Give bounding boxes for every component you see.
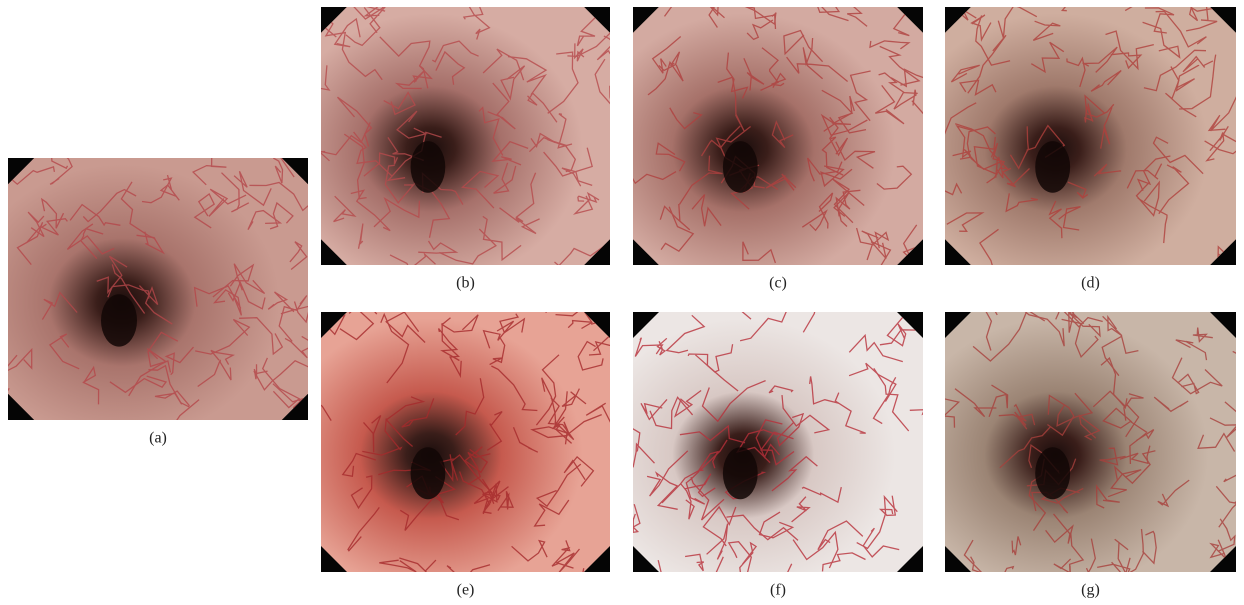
panel-label: (g) xyxy=(1081,582,1100,599)
mucosa xyxy=(945,312,1236,572)
mucosa xyxy=(945,7,1236,265)
lumen xyxy=(411,447,446,499)
mucosa xyxy=(633,7,923,265)
vessel xyxy=(621,495,633,532)
lumen xyxy=(1035,141,1070,193)
lumen xyxy=(411,141,446,193)
endoscopy-image xyxy=(628,0,950,284)
panel-label: (c) xyxy=(769,275,787,292)
vessel xyxy=(535,276,565,313)
endoscopy-image xyxy=(0,132,317,442)
vessel xyxy=(362,262,389,314)
panel-label: (a) xyxy=(149,430,167,447)
lumen xyxy=(101,294,137,346)
panel-label: (d) xyxy=(1081,275,1100,292)
panel-label: (b) xyxy=(456,275,475,292)
mucosa xyxy=(8,158,308,420)
vessel xyxy=(582,568,613,595)
vessel xyxy=(263,130,326,152)
mucosa xyxy=(321,312,610,572)
lumen xyxy=(723,141,758,193)
vessel xyxy=(723,263,751,319)
endoscopy-image xyxy=(920,305,1244,605)
lumen xyxy=(1035,447,1070,499)
panel-label: (e) xyxy=(457,582,475,599)
lumen xyxy=(723,447,758,499)
endoscopy-image xyxy=(611,263,945,605)
figure: (a) (b) (c) (d) (e) (f) (g) xyxy=(0,0,1244,605)
endoscopy-image xyxy=(263,0,630,269)
endoscopy-image xyxy=(303,262,616,596)
panel-label: (f) xyxy=(770,582,786,599)
endoscopy-image xyxy=(902,0,1244,310)
